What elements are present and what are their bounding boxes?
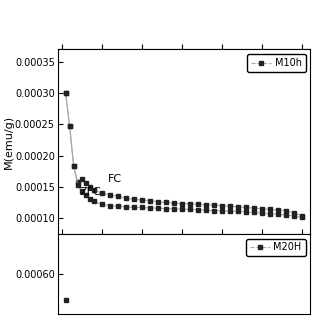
Legend: M10h: M10h (247, 54, 306, 72)
Text: ZFC: ZFC (79, 187, 101, 197)
Legend: M20H: M20H (246, 239, 306, 256)
X-axis label: Temperature (K): Temperature (K) (133, 64, 235, 74)
Text: FC: FC (108, 174, 122, 184)
Y-axis label: M(emu/g): M(emu/g) (4, 115, 13, 169)
X-axis label: Temperature (K): Temperature (K) (133, 248, 235, 258)
